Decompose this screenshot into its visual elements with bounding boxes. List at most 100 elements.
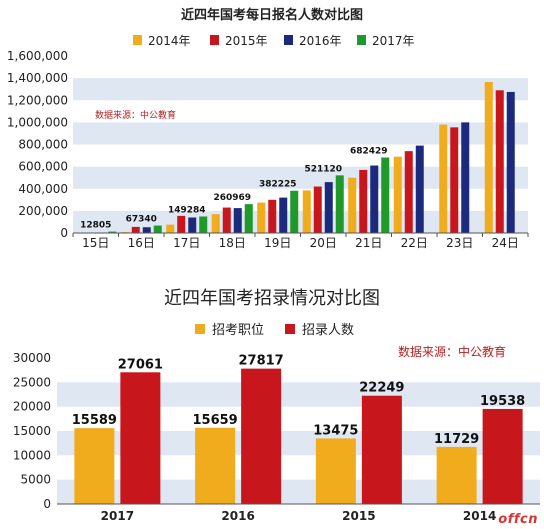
data-label: 12805 [80,221,111,231]
x-tick-label: 24日 [492,236,519,250]
legend-label-招录人数: 招录人数 [302,323,354,338]
y-tick-label: 600,000 [18,160,68,174]
grid-band [73,122,528,145]
bar-2014年-23日 [439,124,448,233]
data-label: 67340 [126,215,157,225]
bar-2017年-20日 [335,175,344,233]
y-tick-label: 1,000,000 [7,115,68,129]
bar-2017年-17日 [199,216,208,233]
data-label: 27817 [239,354,284,369]
legend-swatch-2015年 [210,35,219,45]
x-tick-label: 22日 [401,236,428,250]
y-tick-label: 10000 [13,448,51,462]
x-tick-label: 21日 [355,236,382,250]
y-tick-label: 1,600,000 [7,49,68,63]
bar-2016年-21日 [370,165,379,233]
data-label: 382225 [259,180,297,190]
bar-2017年-18日 [244,204,253,233]
bar-2015年-19日 [268,199,277,233]
grid-band [73,210,528,233]
y-tick-label: 25000 [13,375,51,389]
watermark-logo: offcn [498,512,538,527]
y-tick-label: 1,400,000 [7,71,68,85]
data-label: 11729 [434,432,479,447]
y-tick-label: 200,000 [18,204,68,218]
legend-swatch-2017年 [357,35,366,45]
source-note: 数据来源：中公教育 [95,109,176,121]
bar-2017年-16日 [153,225,162,233]
bar-2015年-16日 [131,226,140,233]
bar-2015年-24日 [495,90,504,233]
x-tick-label: 2017 [101,509,134,523]
bar-2015年-20日 [313,186,322,233]
bar-2015年-17日 [177,215,186,233]
x-tick-label: 15日 [82,236,109,250]
y-tick-label: 30000 [13,351,51,365]
y-tick-label: 20000 [13,400,51,414]
bar-2015年-21日 [359,169,368,233]
y-tick-label: 0 [60,226,68,240]
legend-label-2015年: 2015年 [225,34,268,48]
bar-2014年-17日 [166,224,175,233]
data-label: 15589 [72,413,117,428]
data-label: 19538 [480,394,525,409]
data-label: 260969 [213,193,251,203]
legend-swatch-招考职位 [195,324,205,334]
bar-2016年-20日 [324,182,333,233]
legend-label-招考职位: 招考职位 [212,323,264,338]
bar-2016年-24日 [506,91,515,233]
bar-2016年-22日 [415,145,424,233]
bar-2014年-21日 [348,177,357,233]
bar-2014年-19日 [257,202,266,233]
y-tick-label: 400,000 [18,182,68,196]
bar-2016年-19日 [279,197,288,233]
bar-2015年-18日 [222,207,231,233]
bar-2014年-20日 [302,190,311,233]
bar-2014年-24日 [484,81,493,233]
bar-2014年-18日 [211,214,220,233]
daily-registration-chart: 近四年国考每日报名人数对比图 2014年 2015年 2016年 2017年 0 200,0… [7,7,529,250]
chart-title: 近四年国考每日报名人数对比图 [181,7,363,23]
y-tick-label: 1,200,000 [7,93,68,107]
legend-swatch-2014年 [133,35,142,45]
x-tick-label: 19日 [264,236,291,250]
bar-2016年-16日 [142,227,151,233]
legend-swatch-2016年 [284,35,293,45]
bar-招录人数-2017 [120,372,161,504]
x-tick-label: 2016 [221,509,254,523]
data-label: 27061 [118,357,163,372]
x-tick-label: 2015 [342,509,375,523]
bar-招录人数-2015 [361,395,402,504]
bar-2017年-21日 [381,157,390,233]
grid-band [73,78,528,101]
x-tick-label: 20日 [310,236,337,250]
data-label: 15659 [193,413,238,428]
bar-2016年-17日 [188,217,197,233]
data-label: 682429 [350,147,388,157]
bar-招考职位-2014 [436,446,477,504]
data-label: 13475 [313,423,358,438]
bar-招录人数-2016 [241,368,282,504]
bar-招录人数-2014 [482,408,523,504]
data-label: 149284 [168,205,206,215]
x-tick-label: 2014 [463,509,496,523]
x-tick-label: 17日 [173,236,200,250]
legend-swatch-招录人数 [285,324,295,334]
data-label: 521120 [304,164,342,174]
grid-band [73,166,528,189]
y-tick-label: 5000 [20,473,51,487]
legend-label-2014年: 2014年 [148,34,191,48]
x-tick-label: 18日 [219,236,246,250]
bar-2016年-23日 [461,122,470,233]
bar-2015年-22日 [404,151,413,233]
x-tick-label: 23日 [446,236,473,250]
legend-label-2016年: 2016年 [299,34,342,48]
bar-招考职位-2016 [195,427,236,504]
bar-2017年-19日 [290,190,299,233]
bar-2016年-18日 [233,208,242,233]
y-tick-label: 0 [43,497,51,511]
bar-2017年-15日 [108,231,117,233]
y-tick-label: 800,000 [18,138,68,152]
legend-label-2017年: 2017年 [372,34,415,48]
